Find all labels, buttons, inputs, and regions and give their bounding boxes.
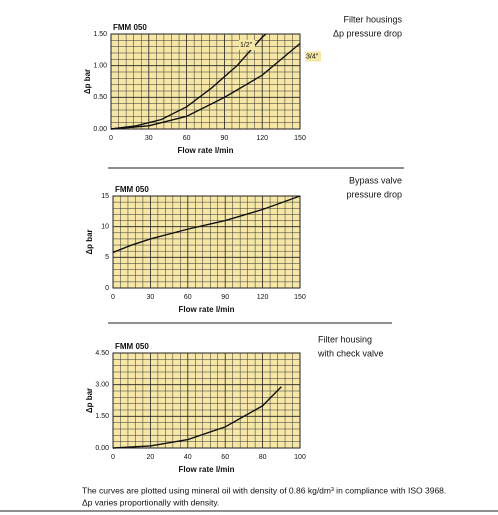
y-tick-label: 4.50: [95, 350, 109, 357]
x-tick-label: 120: [257, 294, 269, 301]
plot-background: [111, 34, 300, 129]
chart-title: FMM 050: [113, 23, 147, 32]
chart-title: FMM 050: [115, 185, 149, 194]
data-line: [110, 33, 267, 130]
footnote: Δp varies proportionally with density.: [82, 497, 219, 507]
x-tick-label: 90: [221, 294, 229, 301]
y-tick-label: 0.00: [93, 126, 107, 133]
chart-caption: Filter housings: [343, 14, 402, 24]
x-axis-label: Flow rate l/min: [178, 465, 234, 474]
y-tick-label: 0.00: [95, 445, 109, 452]
x-tick-label: 150: [294, 135, 306, 142]
footnote: The curves are plotted using mineral oil…: [82, 485, 446, 495]
x-tick-label: 80: [259, 454, 267, 461]
x-tick-label: 90: [221, 135, 229, 142]
x-tick-label: 60: [183, 135, 191, 142]
series-label-bg: [305, 51, 321, 62]
data-line: [112, 195, 301, 254]
x-tick-label: 30: [147, 294, 155, 301]
y-axis-label: Δp bar: [85, 388, 94, 413]
y-tick-label: 3.00: [95, 382, 109, 389]
y-tick-label: 10: [101, 224, 109, 231]
plot-background: [113, 196, 300, 288]
series-label: 3/4": [306, 53, 319, 60]
x-tick-label: 150: [294, 294, 306, 301]
y-tick-label: 5: [105, 254, 109, 261]
chart-caption: Filter housing: [318, 334, 372, 344]
data-line: [112, 386, 282, 449]
x-axis-label: Flow rate l/min: [178, 305, 234, 314]
y-tick-label: 1.50: [93, 31, 107, 38]
plot-background: [113, 353, 300, 448]
y-tick-label: 1.00: [93, 63, 107, 70]
x-tick-label: 120: [256, 135, 268, 142]
chart-title: FMM 050: [115, 342, 149, 351]
y-axis-label: Δp bar: [83, 69, 92, 94]
x-tick-label: 40: [184, 454, 192, 461]
chart-caption: with check valve: [317, 348, 384, 358]
x-tick-label: 60: [221, 454, 229, 461]
chart-caption: Bypass valve: [349, 175, 402, 185]
plot-frame: [112, 195, 301, 289]
x-tick-label: 60: [184, 294, 192, 301]
chart-caption: pressure drop: [346, 189, 402, 199]
y-tick-label: 0.50: [93, 94, 107, 101]
series-label: 1/2": [240, 42, 253, 49]
y-tick-label: 1.50: [95, 413, 109, 420]
x-tick-label: 0: [111, 454, 115, 461]
data-line: [110, 42, 301, 130]
plot-frame: [110, 33, 301, 130]
x-tick-label: 20: [147, 454, 155, 461]
x-tick-label: 30: [145, 135, 153, 142]
y-axis-label: Δp bar: [85, 229, 94, 254]
y-tick-label: 15: [101, 193, 109, 200]
y-tick-label: 0: [105, 285, 109, 292]
x-tick-label: 100: [294, 454, 306, 461]
plot-frame: [112, 352, 301, 449]
x-axis-label: Flow rate l/min: [177, 146, 233, 155]
x-tick-label: 0: [111, 294, 115, 301]
series-label-bg: [238, 40, 255, 50]
x-tick-label: 0: [109, 135, 113, 142]
chart-caption: Δp pressure drop: [333, 28, 402, 38]
